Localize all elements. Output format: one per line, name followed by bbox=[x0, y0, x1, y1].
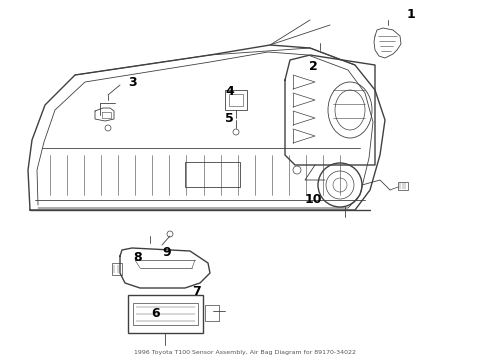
Text: 8: 8 bbox=[133, 251, 142, 264]
Bar bbox=[398, 182, 408, 190]
Bar bbox=[128, 295, 203, 333]
Text: 5: 5 bbox=[225, 112, 234, 125]
Bar bbox=[133, 303, 198, 325]
Text: 1: 1 bbox=[406, 8, 415, 21]
Text: 7: 7 bbox=[192, 285, 200, 298]
Bar bbox=[185, 162, 240, 187]
Text: 9: 9 bbox=[162, 246, 171, 258]
Bar bbox=[225, 90, 247, 110]
Text: 2: 2 bbox=[309, 60, 318, 73]
Bar bbox=[112, 263, 122, 275]
Text: 3: 3 bbox=[128, 76, 137, 89]
Text: 6: 6 bbox=[151, 307, 160, 320]
Text: 10: 10 bbox=[305, 193, 322, 206]
Bar bbox=[205, 305, 219, 321]
Text: 1996 Toyota T100 Sensor Assembly, Air Bag Diagram for 89170-34022: 1996 Toyota T100 Sensor Assembly, Air Ba… bbox=[134, 350, 356, 355]
Text: 4: 4 bbox=[225, 85, 234, 98]
Bar bbox=[229, 94, 243, 106]
